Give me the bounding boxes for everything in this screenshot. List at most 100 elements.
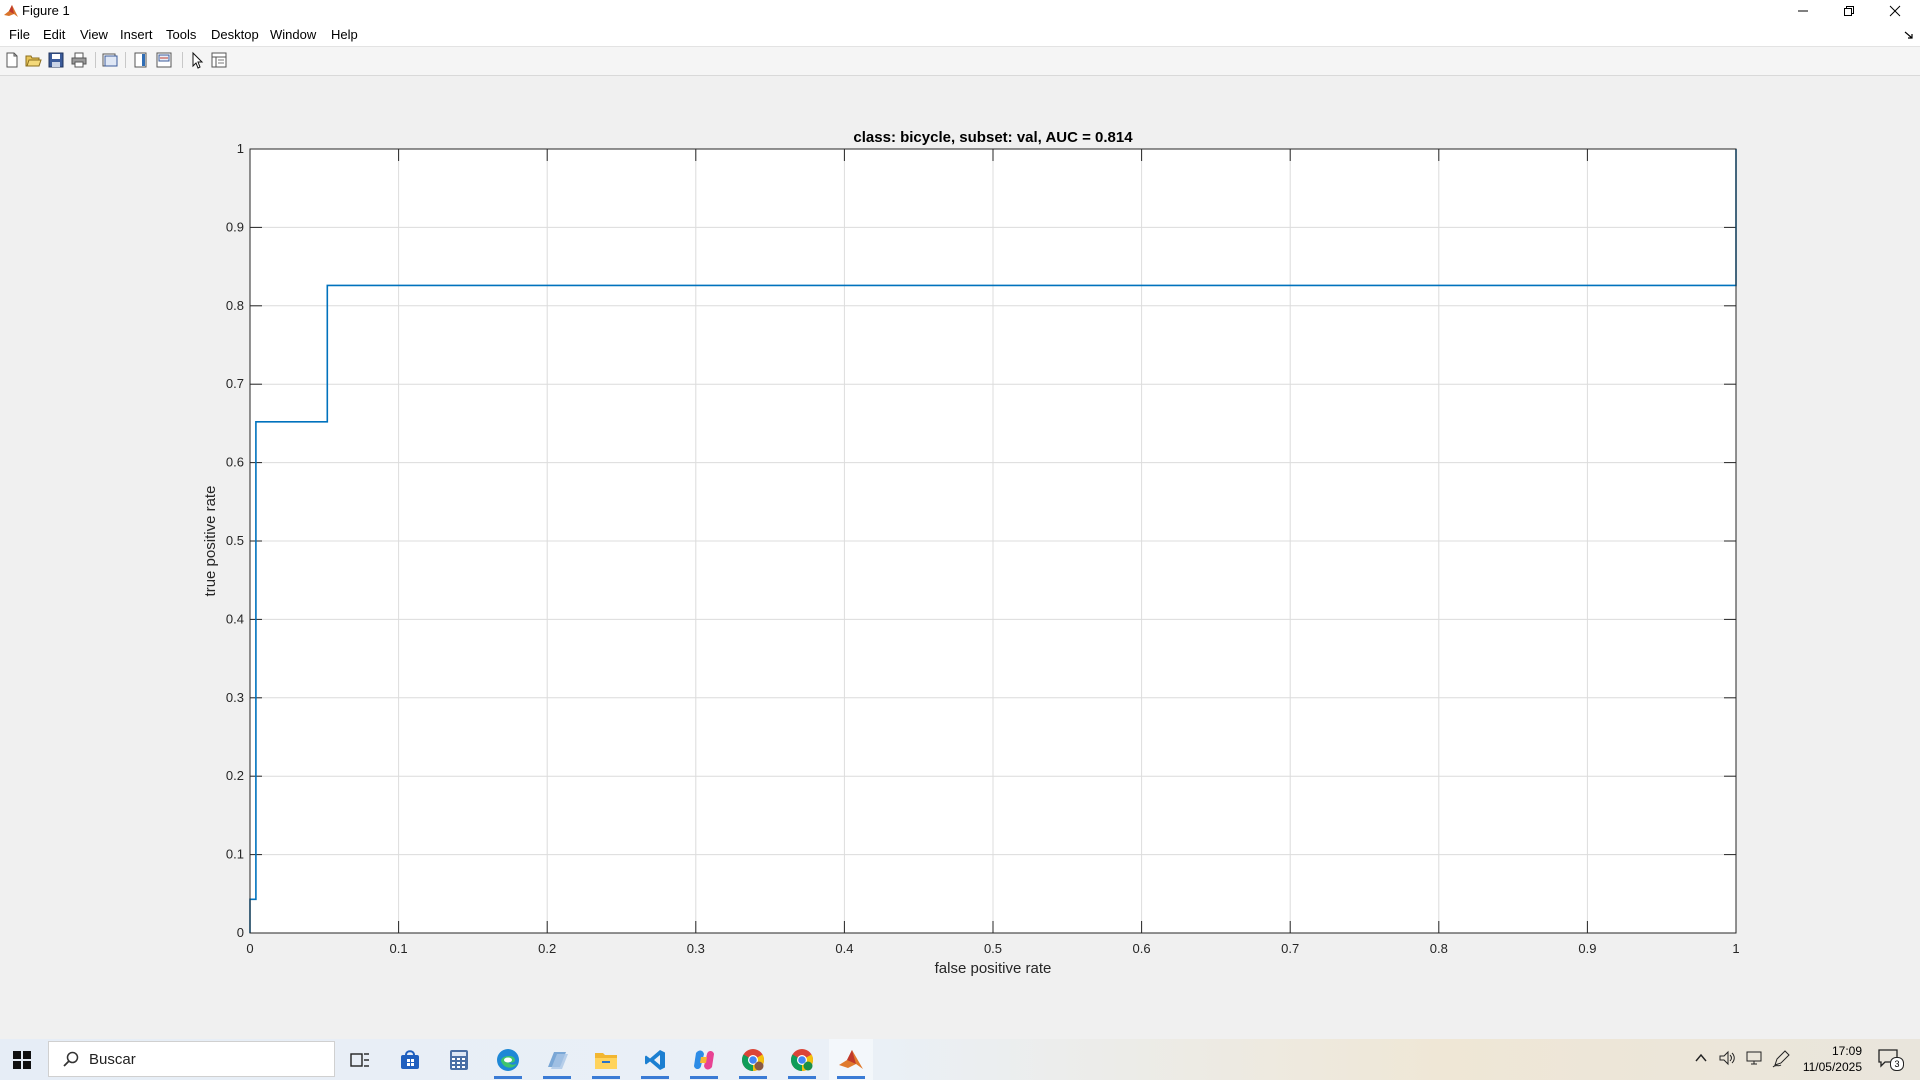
roc-curve-line: [249, 149, 1737, 933]
taskbar-file-explorer[interactable]: [584, 1039, 628, 1080]
axes-box: [249, 148, 1737, 934]
x-tick-label: 0.6: [1133, 941, 1151, 956]
menu-bar: File Edit View Insert Tools Desktop Wind…: [0, 22, 1920, 47]
x-tick-label: 0.4: [835, 941, 853, 956]
series-layer: [249, 149, 1737, 933]
property-inspector-icon[interactable]: [210, 51, 228, 69]
x-tick-label: 0.1: [390, 941, 408, 956]
notification-count-badge: 3: [1890, 1057, 1904, 1071]
y-tick-label: 0.1: [226, 847, 244, 862]
volume-button[interactable]: [1718, 1050, 1736, 1071]
taskbar-calculator[interactable]: [437, 1039, 481, 1080]
window-title: Figure 1: [22, 3, 70, 18]
chrome-profile-icon: [791, 1048, 813, 1071]
taskbar-search[interactable]: Buscar: [48, 1041, 335, 1077]
figure-toolbar: [0, 47, 1920, 76]
y-tick-label: 0.2: [226, 768, 244, 783]
taskbar-chrome[interactable]: [731, 1039, 775, 1080]
x-tick-label: 0.3: [687, 941, 705, 956]
taskbar-vscode[interactable]: [633, 1039, 677, 1080]
copilot-icon: [694, 1049, 714, 1070]
file-explorer-icon: [595, 1052, 617, 1069]
toolbar-separator: [95, 52, 96, 68]
title-bar: Figure 1: [0, 0, 1920, 22]
y-tick-label: 0.9: [226, 219, 244, 234]
windows-start-icon: [13, 1050, 31, 1069]
clock[interactable]: 17:09 11/05/2025: [1790, 1044, 1862, 1074]
vscode-icon: [645, 1049, 665, 1070]
pen-icon: [1772, 1050, 1790, 1068]
menu-insert[interactable]: Insert: [120, 27, 153, 42]
app-icon: [548, 1051, 568, 1069]
menu-desktop[interactable]: Desktop: [211, 27, 259, 42]
search-placeholder: Buscar: [89, 1051, 136, 1068]
save-icon[interactable]: [47, 51, 65, 69]
minimize-icon: [1798, 10, 1808, 12]
y-tick-label: 0.3: [226, 690, 244, 705]
volume-icon: [1719, 1050, 1735, 1066]
tray-overflow-button[interactable]: [1694, 1051, 1708, 1070]
chevron-up-icon: [1695, 1053, 1707, 1062]
x-tick-label: 0.5: [984, 941, 1002, 956]
toolbar-separator: [182, 52, 183, 68]
restore-icon: [1844, 6, 1854, 16]
open-file-icon[interactable]: [24, 51, 42, 69]
network-icon: [1746, 1051, 1762, 1065]
menu-view[interactable]: View: [80, 27, 108, 42]
notification-center-button[interactable]: 3: [1877, 1048, 1904, 1071]
menu-window[interactable]: Window: [270, 27, 317, 42]
chart-title: class: bicycle, subset: val, AUC = 0.814: [853, 129, 1133, 146]
link-plot-icon[interactable]: [101, 51, 119, 69]
close-icon: [1889, 5, 1901, 17]
legend-icon[interactable]: [155, 51, 173, 69]
clock-time: 17:09: [1831, 1044, 1862, 1058]
edge-icon: [497, 1048, 519, 1071]
x-tick-label: 0: [246, 941, 253, 956]
roc-chart[interactable]: 0 0.1 0.2 0.3 0.4 0.5 0.6 0.7 0.8 0.9 1 0 0.1 0.2 0.3 0…: [0, 76, 1920, 1039]
notification-icon: [1878, 1049, 1898, 1068]
chrome-icon: [742, 1048, 764, 1071]
print-icon[interactable]: [70, 51, 88, 69]
y-tick-label: 0: [237, 925, 244, 940]
taskbar-edge[interactable]: [486, 1039, 530, 1080]
menu-tools[interactable]: Tools: [166, 27, 197, 42]
close-button[interactable]: [1872, 0, 1918, 22]
y-tick-label: 0.8: [226, 298, 244, 313]
search-icon: [63, 1051, 79, 1067]
clock-date: 11/05/2025: [1802, 1060, 1862, 1074]
minimize-button[interactable]: [1780, 0, 1826, 22]
y-axis-label: true positive rate: [202, 486, 219, 597]
menu-edit[interactable]: Edit: [43, 27, 66, 42]
colorbar-icon[interactable]: [132, 51, 150, 69]
taskbar-chrome-profile[interactable]: [780, 1039, 824, 1080]
network-button[interactable]: [1745, 1050, 1763, 1071]
x-tick-label: 0.9: [1578, 941, 1596, 956]
taskbar-copilot[interactable]: [682, 1039, 726, 1080]
x-axis-label: false positive rate: [935, 960, 1052, 977]
y-tick-label: 1: [237, 141, 244, 156]
task-view-button[interactable]: [338, 1039, 382, 1080]
matlab-icon: [839, 1049, 863, 1069]
toolbar-separator: [125, 52, 126, 68]
y-tick-label: 0.7: [226, 376, 244, 391]
pen-button[interactable]: [1772, 1050, 1790, 1073]
tick-labels: 0 0.1 0.2 0.3 0.4 0.5 0.6 0.7 0.8 0.9 1 0 0.1 0.2 0.3 0…: [226, 141, 1740, 956]
menu-file[interactable]: File: [9, 27, 30, 42]
task-view-icon: [350, 1052, 369, 1067]
matlab-icon: [4, 5, 18, 17]
taskbar-store[interactable]: [388, 1039, 432, 1080]
y-tick-label: 0.6: [226, 455, 244, 470]
start-button[interactable]: [0, 1039, 44, 1080]
edit-plot-icon[interactable]: [188, 51, 206, 69]
x-tick-label: 1: [1732, 941, 1739, 956]
new-figure-icon[interactable]: [3, 51, 21, 69]
taskbar-app[interactable]: [535, 1039, 579, 1080]
undock-arrow-icon[interactable]: [1904, 30, 1914, 40]
taskbar-matlab[interactable]: [829, 1039, 873, 1080]
x-tick-label: 0.7: [1281, 941, 1299, 956]
x-tick-label: 0.2: [538, 941, 556, 956]
figure-canvas: 0 0.1 0.2 0.3 0.4 0.5 0.6 0.7 0.8 0.9 1 0 0.1 0.2 0.3 0…: [0, 76, 1920, 1039]
x-tick-label: 0.8: [1430, 941, 1448, 956]
menu-help[interactable]: Help: [331, 27, 358, 42]
restore-button[interactable]: [1826, 0, 1872, 22]
